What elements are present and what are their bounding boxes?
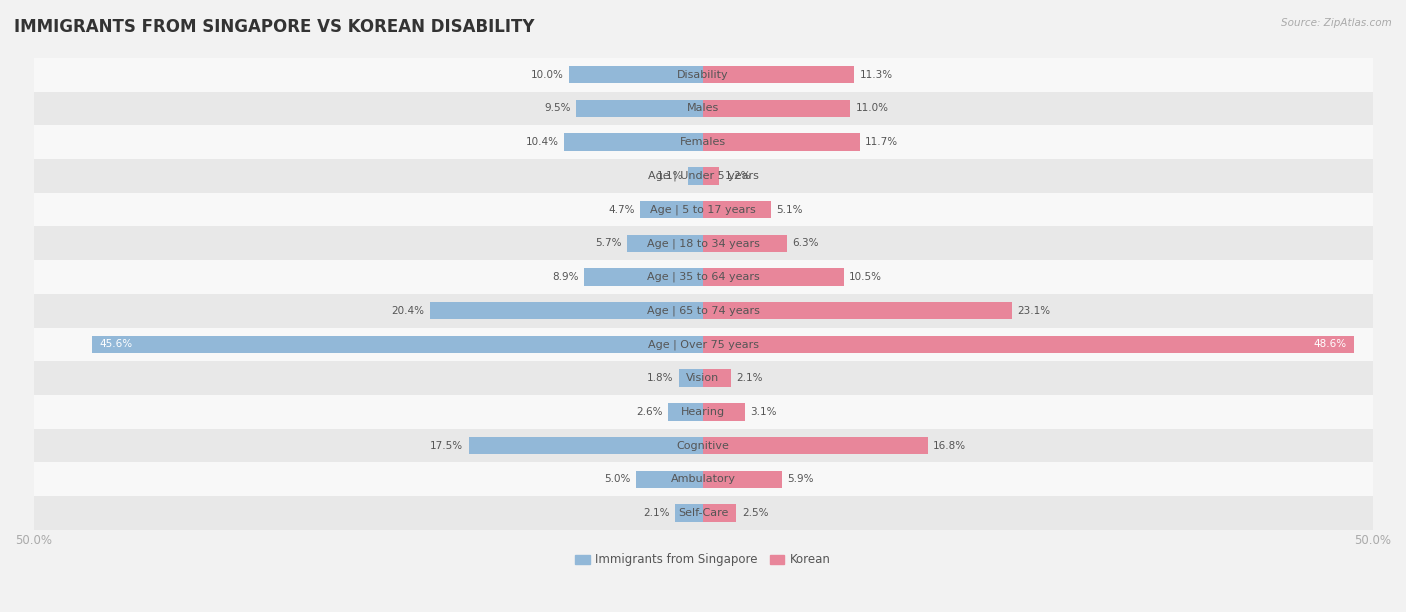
Text: 2.5%: 2.5% [742,508,768,518]
Bar [703,403,745,420]
Text: Age | 18 to 34 years: Age | 18 to 34 years [647,238,759,248]
Bar [636,471,703,488]
Bar [703,335,1354,353]
Bar [703,471,782,488]
Bar [703,302,1012,319]
Bar [703,133,859,151]
Text: 10.4%: 10.4% [526,137,558,147]
Bar [34,226,1372,260]
Bar [34,361,1372,395]
Text: 4.7%: 4.7% [609,204,634,215]
Text: 5.7%: 5.7% [595,238,621,248]
Bar [627,234,703,252]
Text: 2.1%: 2.1% [737,373,763,383]
Bar [569,66,703,83]
Text: 11.7%: 11.7% [865,137,898,147]
Bar [689,167,703,185]
Text: Self-Care: Self-Care [678,508,728,518]
Bar [34,193,1372,226]
Bar [468,437,703,454]
Text: 3.1%: 3.1% [749,407,776,417]
Text: 20.4%: 20.4% [391,306,425,316]
Bar [703,437,928,454]
Bar [564,133,703,151]
Text: 6.3%: 6.3% [793,238,820,248]
Text: Source: ZipAtlas.com: Source: ZipAtlas.com [1281,18,1392,28]
Bar [703,268,844,286]
Text: Females: Females [681,137,725,147]
Text: 48.6%: 48.6% [1315,340,1347,349]
Bar [703,66,855,83]
Bar [34,496,1372,530]
Text: 10.5%: 10.5% [849,272,882,282]
Text: Vision: Vision [686,373,720,383]
Bar [34,395,1372,429]
Text: 23.1%: 23.1% [1018,306,1050,316]
Bar [34,260,1372,294]
Text: Disability: Disability [678,70,728,80]
Text: IMMIGRANTS FROM SINGAPORE VS KOREAN DISABILITY: IMMIGRANTS FROM SINGAPORE VS KOREAN DISA… [14,18,534,36]
Bar [679,370,703,387]
Bar [34,125,1372,159]
Bar [34,294,1372,327]
Text: Cognitive: Cognitive [676,441,730,450]
Text: 11.3%: 11.3% [859,70,893,80]
Bar [703,201,772,218]
Text: 9.5%: 9.5% [544,103,571,113]
Bar [640,201,703,218]
Bar [430,302,703,319]
Text: 1.2%: 1.2% [724,171,751,181]
Text: 2.6%: 2.6% [637,407,662,417]
Bar [703,504,737,522]
Text: Age | 65 to 74 years: Age | 65 to 74 years [647,305,759,316]
Legend: Immigrants from Singapore, Korean: Immigrants from Singapore, Korean [575,553,831,567]
Text: 16.8%: 16.8% [934,441,966,450]
Bar [703,167,718,185]
Text: Ambulatory: Ambulatory [671,474,735,484]
Text: Age | 5 to 17 years: Age | 5 to 17 years [650,204,756,215]
Bar [675,504,703,522]
Text: 1.1%: 1.1% [657,171,683,181]
Text: 10.0%: 10.0% [531,70,564,80]
Text: 5.9%: 5.9% [787,474,814,484]
Text: Hearing: Hearing [681,407,725,417]
Bar [703,234,787,252]
Text: 11.0%: 11.0% [856,103,889,113]
Text: 5.0%: 5.0% [605,474,631,484]
Bar [703,100,851,117]
Text: 5.1%: 5.1% [776,204,803,215]
Bar [576,100,703,117]
Bar [668,403,703,420]
Bar [34,463,1372,496]
Text: Age | Over 75 years: Age | Over 75 years [648,339,758,349]
Text: Age | Under 5 years: Age | Under 5 years [648,171,758,181]
Bar [703,370,731,387]
Bar [93,335,703,353]
Text: Age | 35 to 64 years: Age | 35 to 64 years [647,272,759,282]
Text: 1.8%: 1.8% [647,373,673,383]
Text: 45.6%: 45.6% [98,340,132,349]
Text: 17.5%: 17.5% [430,441,464,450]
Bar [34,327,1372,361]
Bar [583,268,703,286]
Bar [34,58,1372,92]
Text: 8.9%: 8.9% [553,272,578,282]
Text: 2.1%: 2.1% [643,508,669,518]
Bar [34,159,1372,193]
Bar [34,429,1372,463]
Text: Males: Males [688,103,718,113]
Bar [34,92,1372,125]
